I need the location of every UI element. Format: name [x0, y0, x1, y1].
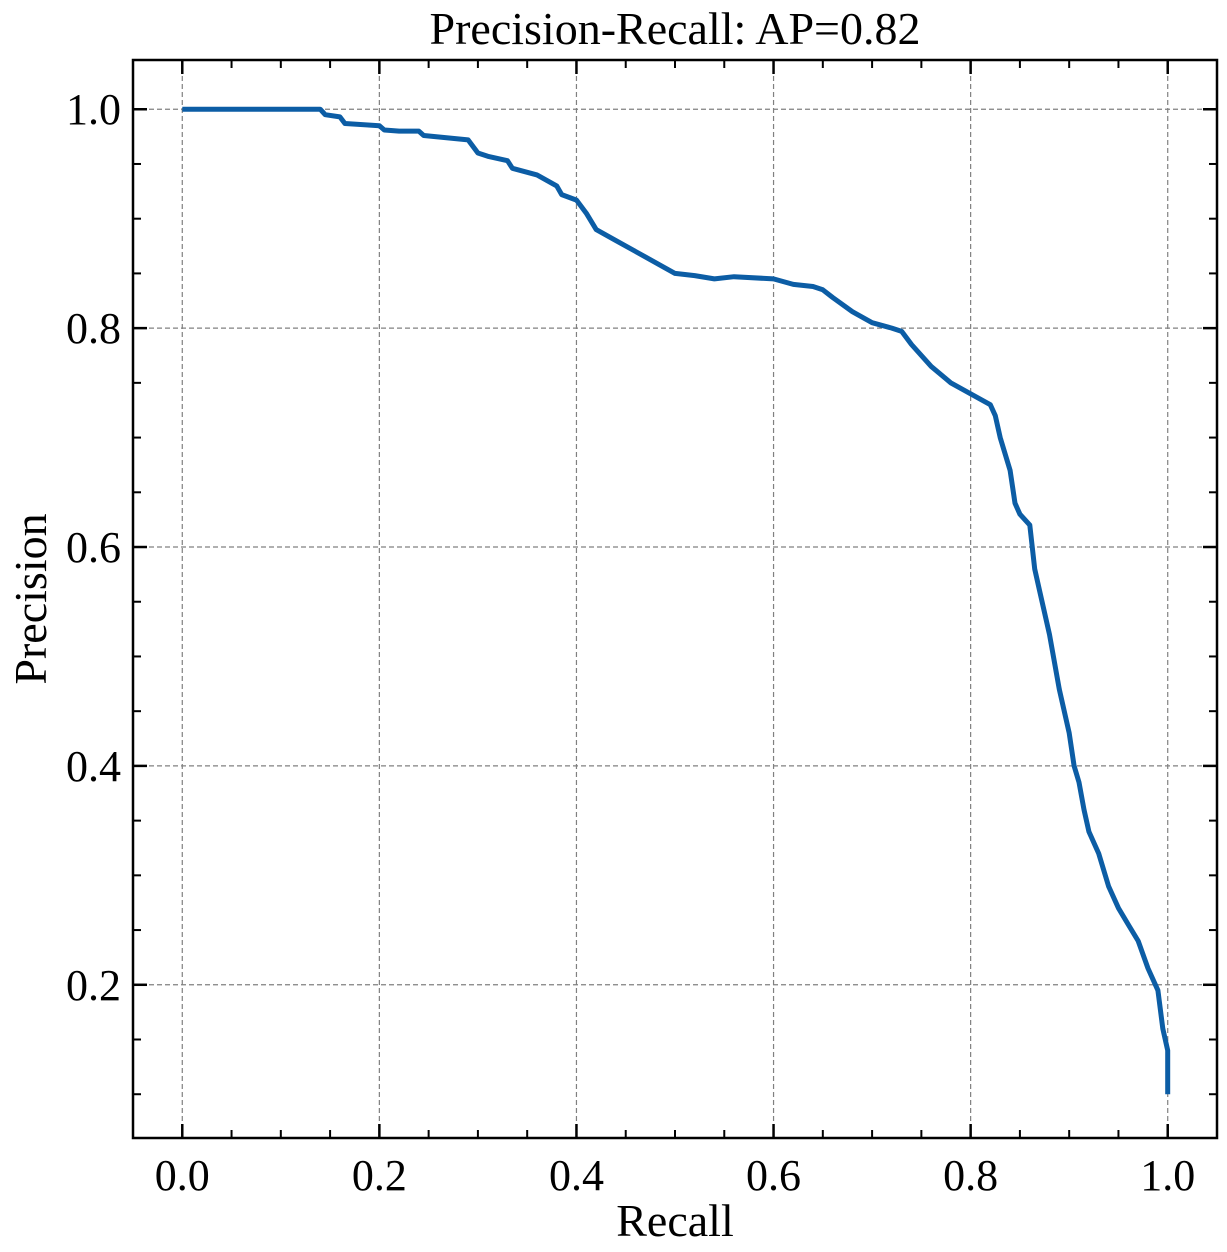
y-tick-label: 0.2 — [66, 961, 121, 1010]
y-axis-label: Precision — [5, 513, 56, 684]
x-axis-label: Recall — [616, 1195, 734, 1246]
y-tick-label: 0.4 — [66, 742, 121, 791]
y-tick-label: 1.0 — [66, 85, 121, 134]
x-tick-label: 0.4 — [549, 1151, 604, 1200]
x-tick-label: 0.0 — [155, 1151, 210, 1200]
x-tick-label: 0.6 — [746, 1151, 801, 1200]
x-tick-label: 1.0 — [1140, 1151, 1195, 1200]
tick-labels: 0.0 0.2 0.4 0.6 0.8 1.0 0.2 0.4 0.6 0.8 1.0 — [66, 85, 1195, 1200]
x-tick-label: 0.2 — [352, 1151, 407, 1200]
grid-lines — [133, 60, 1217, 1138]
axis-ticks — [132, 60, 1218, 1138]
x-tick-label: 0.8 — [943, 1151, 998, 1200]
chart-title: Precision-Recall: AP=0.82 — [430, 3, 921, 54]
curve-layer — [182, 106, 1171, 1095]
plot-frame — [131, 58, 1219, 1140]
pr-curve-line — [182, 106, 1171, 1095]
y-tick-label: 0.8 — [66, 304, 121, 353]
y-tick-label: 0.6 — [66, 523, 121, 572]
